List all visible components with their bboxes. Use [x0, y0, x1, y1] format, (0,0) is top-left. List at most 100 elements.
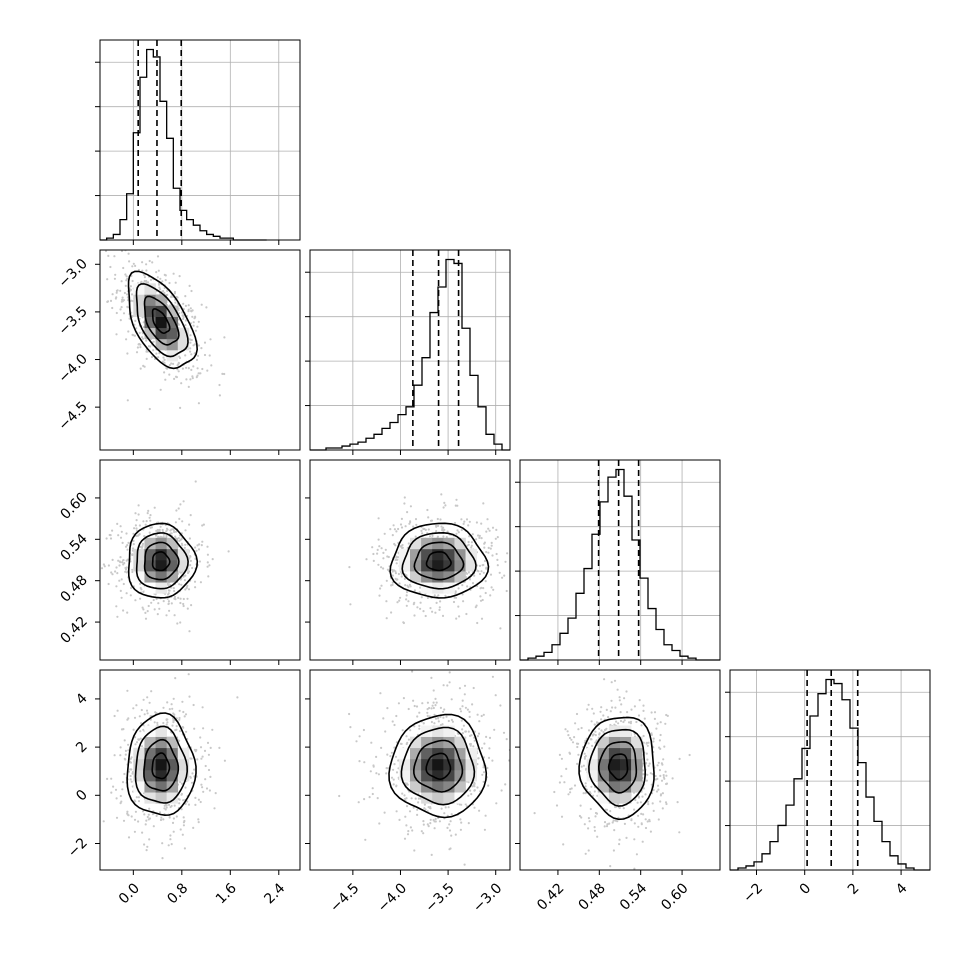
density-cell [454, 736, 466, 749]
y-tick-label: −3.5 [55, 303, 90, 338]
x-tick-label: 0.42 [534, 880, 567, 913]
density-cell [608, 770, 621, 782]
density-cell [398, 770, 411, 782]
density-cell [586, 758, 599, 771]
contour-line-3 [425, 752, 452, 781]
density-cell [133, 758, 145, 771]
scatter-content [100, 480, 230, 633]
scatter-panel-3-0 [95, 669, 301, 875]
density-cell [398, 560, 411, 572]
density-cell [597, 736, 610, 749]
density-cell [608, 781, 621, 793]
histogram-grid-2 [520, 460, 720, 660]
density-cell [155, 537, 167, 550]
scatter-panel-2-0 [95, 459, 301, 665]
contour-line-2 [143, 541, 180, 581]
density-cell [144, 305, 156, 317]
density-cell [410, 548, 422, 561]
density-cell [620, 792, 632, 804]
density-cell [166, 792, 179, 804]
density-cell [620, 747, 632, 760]
x-tick-label: 0.60 [658, 880, 691, 913]
histogram-grid-0 [100, 40, 300, 240]
density-cell [155, 305, 167, 317]
density-cell [443, 770, 455, 782]
contour-line-3 [151, 551, 171, 572]
density-cell [443, 548, 455, 561]
density-cell [443, 747, 455, 760]
density-cell [166, 338, 179, 351]
density-cell [432, 781, 444, 793]
density-cell [620, 758, 632, 771]
density-cell [133, 571, 145, 583]
density-cell [454, 781, 466, 793]
density-cell [144, 537, 156, 550]
density-cell [133, 747, 145, 760]
contour-line-0 [578, 716, 655, 821]
density-cells [133, 283, 190, 362]
density-cell [608, 792, 621, 804]
x-tick-label: −3.5 [422, 880, 457, 915]
x-tick-label: 0.54 [617, 880, 650, 913]
density-cell [133, 560, 145, 572]
density-cell [631, 747, 643, 760]
x-tick-label: 4 [893, 880, 911, 898]
contour-line-0 [127, 270, 199, 370]
density-cell [155, 560, 167, 572]
density-cell [144, 294, 156, 306]
density-cell [465, 560, 477, 572]
contour-line-3 [151, 308, 171, 335]
density-cell [631, 758, 643, 771]
contour-line-3 [151, 752, 171, 780]
y-tick-label: 0.60 [57, 489, 90, 522]
histogram-frame-3 [729, 669, 931, 871]
density-cell [155, 725, 167, 737]
density-cell [155, 770, 167, 782]
density-cell [608, 747, 621, 760]
y-tick-label: 0.48 [57, 572, 90, 605]
contour-line-3 [607, 753, 629, 781]
y-tick-label: −3.0 [55, 256, 90, 291]
scatter-content [533, 678, 691, 870]
density-cell [166, 571, 179, 583]
density-cell [597, 781, 610, 793]
density-cell [432, 725, 444, 737]
density-cell [597, 792, 610, 804]
y-tick-label: −4.0 [55, 351, 90, 386]
contour-line-3 [425, 551, 452, 572]
x-tick-label: 0.8 [164, 880, 191, 907]
density-cell [166, 316, 179, 329]
contour-line-1 [135, 532, 189, 590]
x-tick-label: −2 [740, 880, 766, 906]
density-cell [166, 327, 179, 340]
scatter-content [102, 673, 239, 860]
x-tick-label: 1.6 [213, 880, 240, 907]
contour-line-2 [143, 295, 180, 346]
histogram-frame-0 [99, 39, 301, 241]
density-cell [144, 582, 156, 594]
density-cell [133, 305, 145, 317]
density-cell [631, 736, 643, 749]
contour-line-0 [126, 712, 197, 817]
density-cell [410, 560, 422, 572]
histogram-panel-2 [515, 459, 721, 661]
density-cell [166, 758, 179, 771]
density-cell [432, 792, 444, 804]
density-cell [410, 571, 422, 583]
density-cell [454, 537, 466, 550]
scatter-frame [99, 669, 301, 871]
density-cell [432, 571, 444, 583]
histogram-grid-1 [310, 250, 510, 450]
density-cell [155, 548, 167, 561]
density-cell [465, 758, 477, 771]
x-tick-label: 2.4 [261, 880, 288, 907]
scatter-frame [309, 669, 511, 871]
density-cell [432, 560, 444, 572]
x-tick-label: −4.5 [327, 880, 362, 915]
scatter-frame [99, 459, 301, 661]
density-cell [166, 747, 179, 760]
density-cell [631, 770, 643, 782]
density-cell [454, 548, 466, 561]
density-cell [166, 548, 179, 561]
x-tick-label: 0.48 [576, 880, 609, 913]
